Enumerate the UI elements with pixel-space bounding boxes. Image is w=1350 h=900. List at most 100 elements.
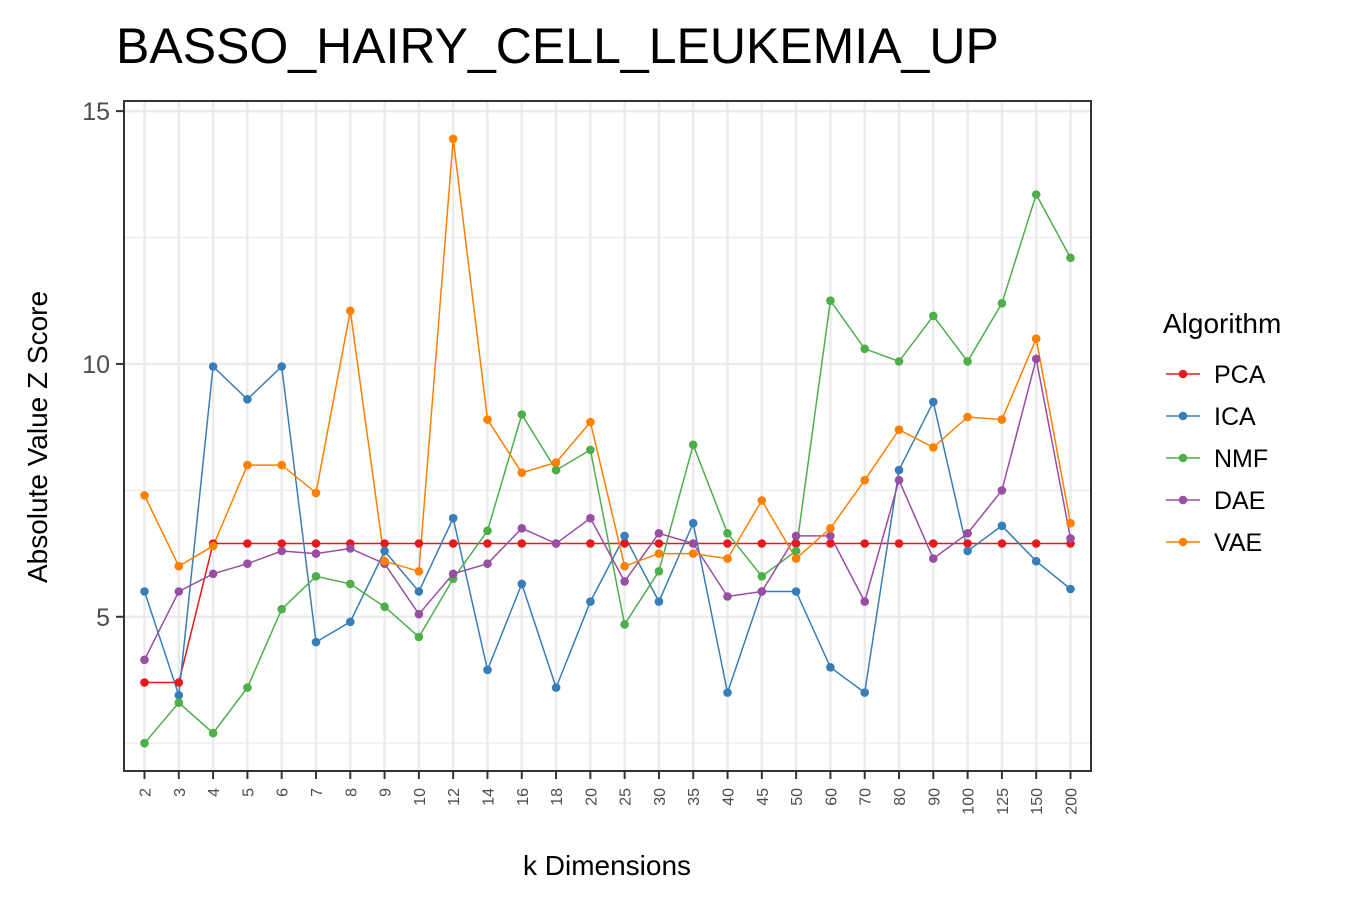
- x-tick-label: 25: [618, 788, 635, 806]
- data-point-nmf: [174, 698, 184, 707]
- data-point-pca: [414, 539, 424, 548]
- data-point-ica: [1031, 556, 1041, 566]
- data-point-nmf: [929, 311, 938, 321]
- data-point-nmf: [997, 299, 1007, 308]
- y-tick-label: 15: [82, 98, 110, 126]
- data-point-pca: [311, 539, 321, 548]
- data-point-vae: [757, 496, 767, 505]
- legend-label-vae: VAE: [1214, 529, 1262, 557]
- data-point-pca: [620, 539, 629, 548]
- data-point-pca: [791, 539, 801, 548]
- series-lines: [143, 138, 1072, 744]
- data-point-dae: [826, 531, 835, 541]
- data-point-pca: [963, 539, 972, 548]
- data-point-vae: [963, 412, 972, 422]
- data-point-dae: [551, 539, 561, 548]
- data-point-vae: [826, 524, 835, 533]
- data-point-pca: [929, 539, 938, 548]
- data-point-vae: [174, 561, 184, 571]
- x-tick-label: 100: [961, 788, 978, 815]
- data-point-vae: [586, 417, 595, 427]
- data-point-dae: [448, 569, 458, 579]
- x-tick-label: 5: [240, 788, 257, 797]
- data-point-vae: [723, 554, 732, 563]
- data-point-pca: [757, 539, 767, 548]
- data-point-dae: [620, 577, 629, 586]
- x-tick-label: 4: [206, 788, 223, 797]
- x-tick-label: 7: [309, 788, 326, 797]
- data-point-pca: [586, 539, 595, 548]
- data-point-vae: [688, 549, 698, 558]
- data-point-dae: [140, 655, 149, 665]
- data-point-ica: [346, 617, 355, 627]
- grid: [124, 101, 1091, 771]
- data-point-dae: [483, 559, 492, 568]
- data-point-nmf: [414, 632, 424, 642]
- data-point-ica: [414, 587, 424, 596]
- x-tick-label: 200: [1064, 788, 1081, 815]
- data-point-dae: [586, 513, 595, 523]
- data-point-pca: [654, 539, 664, 548]
- data-point-vae: [551, 458, 561, 467]
- data-point-pca: [894, 539, 904, 548]
- data-point-pca: [448, 539, 458, 548]
- data-point-vae: [243, 460, 252, 470]
- x-tick-label: 30: [652, 788, 669, 806]
- data-point-dae: [311, 549, 321, 558]
- data-point-dae: [688, 539, 698, 548]
- series-line-nmf: [143, 192, 1072, 744]
- x-axis-title: k Dimensions: [523, 850, 691, 881]
- data-point-pca: [380, 539, 389, 548]
- data-point-ica: [688, 518, 698, 528]
- data-point-vae: [208, 541, 218, 551]
- data-point-dae: [723, 592, 732, 601]
- data-point-vae: [414, 567, 424, 576]
- data-point-pca: [723, 539, 732, 548]
- data-point-nmf: [243, 683, 252, 692]
- data-point-ica: [860, 688, 869, 697]
- data-point-vae: [1066, 518, 1075, 528]
- data-point-nmf: [140, 738, 149, 748]
- data-point-pca: [517, 539, 527, 548]
- data-point-ica: [448, 513, 458, 523]
- data-point-ica: [620, 531, 629, 541]
- data-point-ica: [791, 587, 801, 596]
- data-point-vae: [1031, 334, 1041, 344]
- legend-key-point: [1178, 537, 1188, 547]
- data-point-nmf: [688, 440, 698, 450]
- x-tick-label: 150: [1029, 788, 1046, 815]
- data-point-ica: [654, 597, 664, 606]
- data-point-nmf: [723, 529, 732, 538]
- data-point-ica: [208, 362, 218, 371]
- data-point-nmf: [551, 465, 561, 475]
- data-point-dae: [346, 544, 355, 553]
- data-point-ica: [174, 690, 184, 700]
- data-point-ica: [826, 663, 835, 672]
- data-point-vae: [380, 556, 389, 566]
- data-point-dae: [654, 529, 664, 538]
- data-point-vae: [517, 468, 527, 478]
- data-point-dae: [243, 559, 252, 568]
- data-point-nmf: [860, 344, 869, 354]
- data-point-nmf: [311, 572, 321, 581]
- y-tick-label: 10: [82, 351, 110, 379]
- y-axis-title: Absolute Value Z Score: [22, 291, 53, 583]
- data-point-vae: [140, 491, 149, 500]
- data-point-pca: [243, 539, 252, 548]
- data-point-ica: [483, 665, 492, 675]
- data-point-dae: [929, 554, 938, 563]
- data-point-vae: [860, 475, 869, 485]
- plot-panel-border: [123, 100, 1092, 772]
- series-points: [140, 134, 1075, 748]
- x-tick-label: 2: [138, 788, 155, 797]
- x-tick-label: 6: [275, 788, 292, 797]
- data-point-pca: [1031, 539, 1041, 548]
- x-tick-label: 80: [892, 788, 909, 806]
- x-tick-label: 18: [549, 788, 566, 806]
- x-tick-label: 70: [858, 788, 875, 806]
- data-point-vae: [277, 460, 287, 470]
- y-axis: 5 10 15: [82, 98, 124, 632]
- data-point-dae: [757, 587, 767, 596]
- data-point-dae: [963, 529, 972, 538]
